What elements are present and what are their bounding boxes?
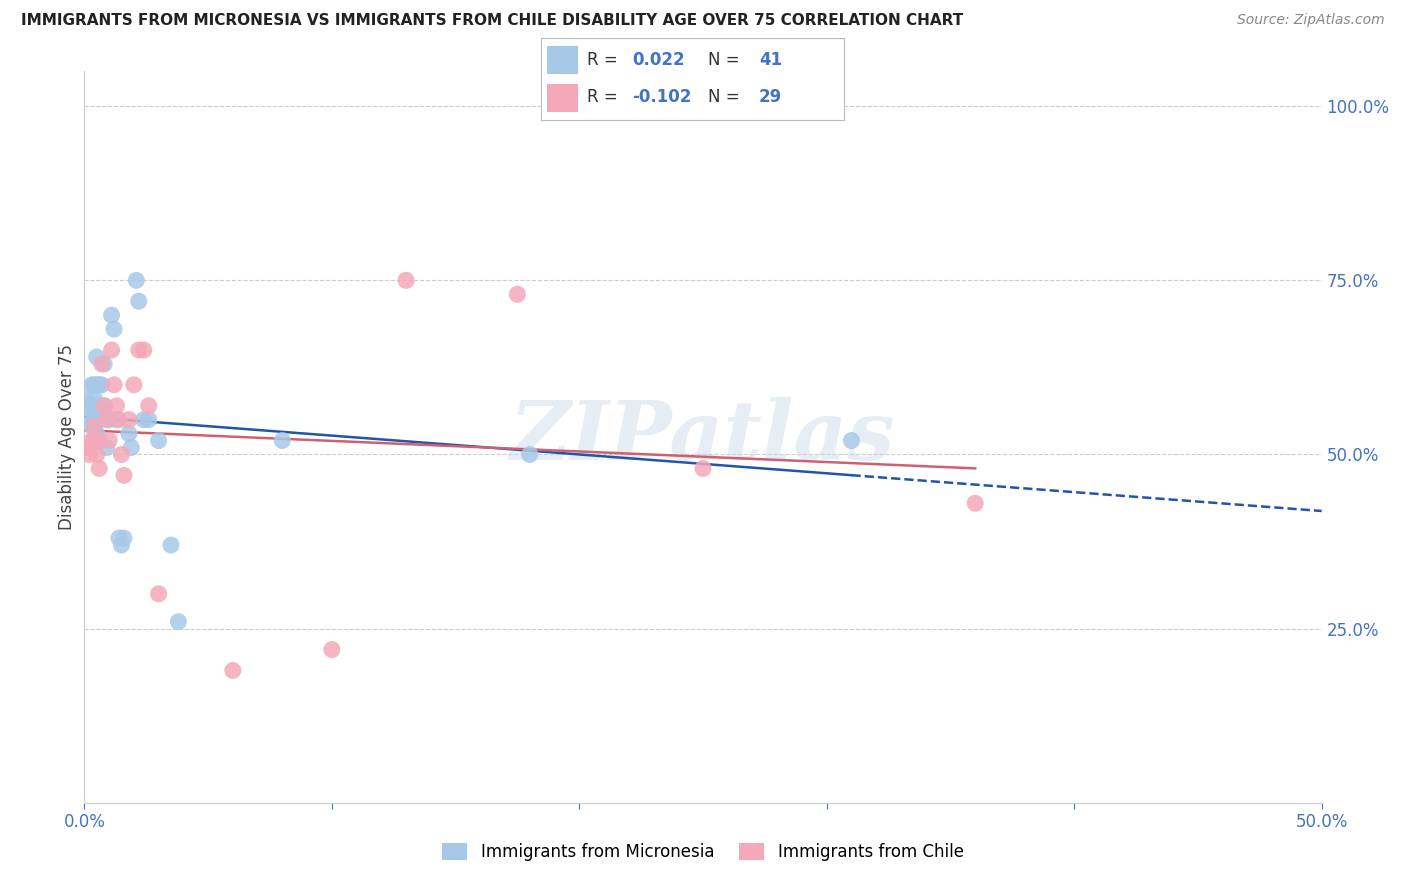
- Point: [80, 434, 103, 448]
- Point: [120, 441, 142, 455]
- Point: [100, 343, 122, 357]
- Point: [76, 392, 98, 406]
- Point: [93, 357, 115, 371]
- Point: [103, 377, 125, 392]
- Point: [79, 399, 101, 413]
- Text: N =: N =: [707, 88, 744, 106]
- Point: [105, 399, 128, 413]
- Point: [100, 308, 122, 322]
- Text: 0.022: 0.022: [633, 51, 685, 69]
- Point: [86, 350, 108, 364]
- Point: [83, 392, 105, 406]
- Point: [108, 531, 131, 545]
- Point: [395, 273, 418, 287]
- Legend: Immigrants from Micronesia, Immigrants from Chile: Immigrants from Micronesia, Immigrants f…: [436, 836, 970, 868]
- Point: [965, 496, 987, 510]
- Point: [86, 434, 108, 448]
- Point: [506, 287, 529, 301]
- Point: [222, 664, 245, 678]
- Text: -0.102: -0.102: [633, 88, 692, 106]
- Point: [118, 426, 141, 441]
- Point: [103, 322, 125, 336]
- Point: [112, 531, 135, 545]
- Point: [89, 377, 111, 392]
- Point: [125, 273, 148, 287]
- Point: [93, 399, 115, 413]
- Point: [86, 426, 108, 441]
- Point: [89, 461, 111, 475]
- Point: [90, 406, 112, 420]
- Text: IMMIGRANTS FROM MICRONESIA VS IMMIGRANTS FROM CHILE DISABILITY AGE OVER 75 CORRE: IMMIGRANTS FROM MICRONESIA VS IMMIGRANTS…: [21, 13, 963, 29]
- Text: N =: N =: [707, 51, 744, 69]
- Point: [89, 434, 111, 448]
- Point: [79, 412, 101, 426]
- Point: [110, 538, 132, 552]
- Point: [519, 448, 541, 462]
- Point: [90, 377, 112, 392]
- Text: R =: R =: [586, 51, 623, 69]
- Text: Source: ZipAtlas.com: Source: ZipAtlas.com: [1237, 13, 1385, 28]
- Point: [76, 441, 98, 455]
- Point: [148, 587, 170, 601]
- Point: [271, 434, 294, 448]
- Bar: [547, 85, 578, 112]
- Point: [128, 343, 150, 357]
- Point: [80, 419, 103, 434]
- Text: 41: 41: [759, 51, 782, 69]
- Point: [89, 412, 111, 426]
- Text: 29: 29: [759, 88, 782, 106]
- Point: [83, 412, 105, 426]
- Point: [132, 343, 155, 357]
- Point: [841, 434, 863, 448]
- Point: [132, 412, 155, 426]
- Point: [321, 642, 343, 657]
- Point: [83, 377, 105, 392]
- Point: [86, 448, 108, 462]
- Point: [112, 468, 135, 483]
- Text: ZIPatlas: ZIPatlas: [510, 397, 896, 477]
- Point: [138, 399, 160, 413]
- Point: [98, 412, 121, 426]
- Point: [108, 412, 131, 426]
- Point: [86, 399, 108, 413]
- Point: [138, 412, 160, 426]
- Point: [96, 441, 118, 455]
- Point: [160, 538, 183, 552]
- Point: [122, 377, 145, 392]
- Point: [90, 357, 112, 371]
- Point: [96, 412, 118, 426]
- Point: [93, 399, 115, 413]
- Point: [98, 434, 121, 448]
- Point: [167, 615, 190, 629]
- Point: [80, 377, 103, 392]
- Point: [128, 294, 150, 309]
- Point: [118, 412, 141, 426]
- Point: [110, 448, 132, 462]
- Point: [692, 461, 714, 475]
- Point: [148, 434, 170, 448]
- Point: [86, 377, 108, 392]
- Point: [83, 434, 105, 448]
- Point: [83, 419, 105, 434]
- Y-axis label: Disability Age Over 75: Disability Age Over 75: [58, 344, 76, 530]
- Point: [79, 448, 101, 462]
- Point: [80, 399, 103, 413]
- Text: R =: R =: [586, 88, 623, 106]
- Point: [105, 412, 128, 426]
- Bar: [547, 45, 578, 74]
